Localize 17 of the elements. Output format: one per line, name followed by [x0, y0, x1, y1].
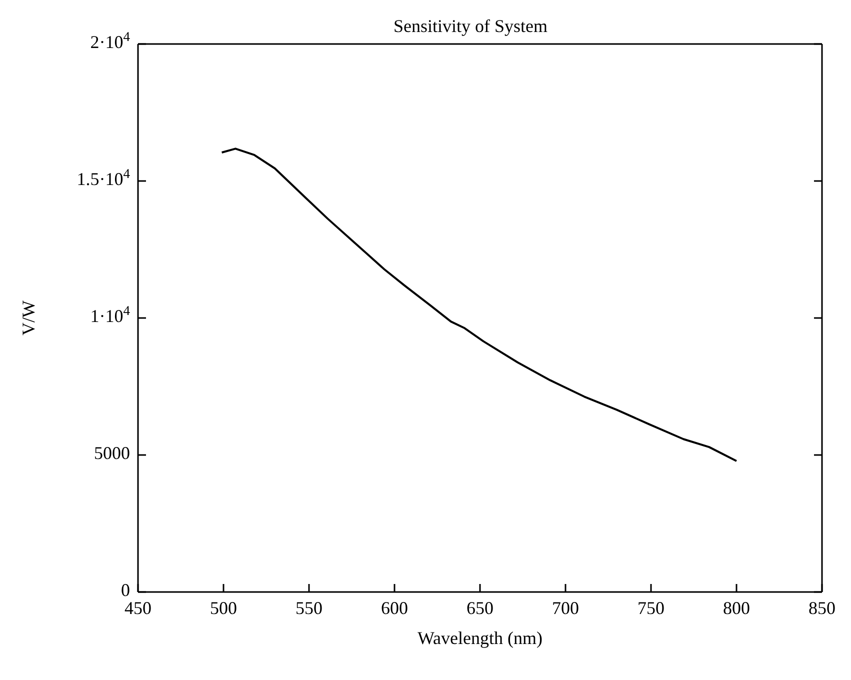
x-axis-title: Wavelength (nm) — [417, 628, 543, 648]
x-tick-label: 800 — [723, 598, 750, 618]
y-tick-label: 1·10$^{4}$ — [90, 302, 130, 326]
y-tick-label: 5000 — [94, 443, 130, 463]
x-tick-label: 450 — [124, 598, 152, 618]
y-axis-title: V/W — [18, 300, 38, 336]
y-tick-label: 0 — [121, 580, 130, 600]
x-tick-label: 650 — [466, 598, 494, 618]
chart-title: Sensitivity of System — [393, 16, 548, 36]
x-tick-label: 600 — [381, 598, 408, 618]
y-tick-label: 2·10$^{4}$ — [90, 28, 130, 52]
x-tick-label: 500 — [210, 598, 237, 618]
x-tick-label: 750 — [638, 598, 664, 618]
x-tick-label: 850 — [808, 598, 836, 618]
x-tick-label: 700 — [552, 598, 579, 618]
y-tick-label: 1.5·10$^{4}$ — [76, 166, 130, 189]
x-tick-label: 550 — [296, 598, 322, 618]
